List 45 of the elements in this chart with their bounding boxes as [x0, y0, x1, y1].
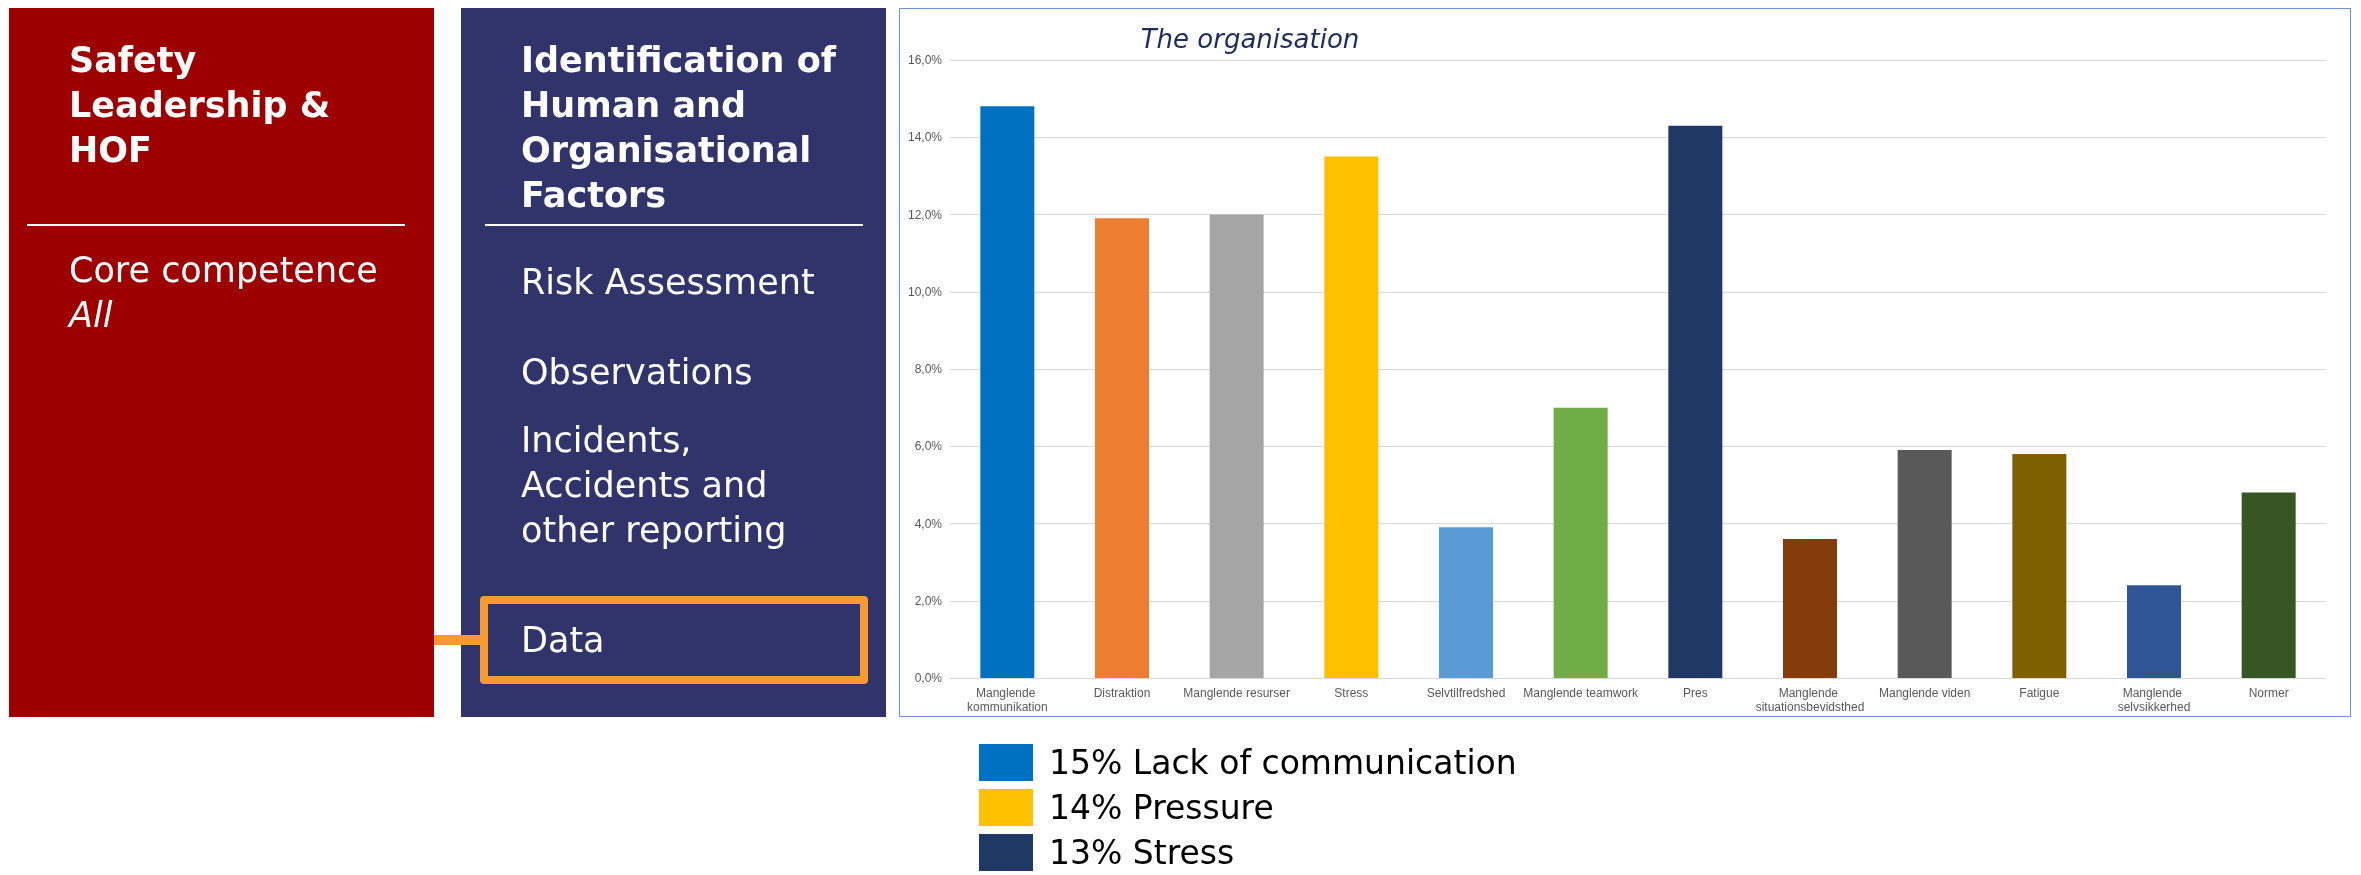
x-tick-label: Manglende viden — [1878, 686, 1971, 700]
y-tick-label: 6,0% — [914, 439, 943, 454]
x-tick-label: Distraktion — [1093, 686, 1151, 700]
text: Safety Leadership & HOF — [69, 39, 332, 172]
text: 15% Lack of communication — [1049, 742, 1517, 784]
x-tick-label: Stress — [1334, 686, 1369, 700]
y-tick-label: 10,0% — [907, 284, 943, 299]
x-tick-label: Fatigue — [2019, 686, 2060, 700]
bar — [1897, 450, 1952, 678]
x-tick-label: Manglende teamwork — [1523, 686, 1640, 700]
bar — [1209, 214, 1264, 678]
x-tick-label: Manglende kommunikation — [966, 686, 1048, 714]
y-tick-label: 14,0% — [907, 130, 943, 145]
y-tick-label: 2,0% — [914, 593, 943, 608]
y-tick-label: 0,0% — [914, 671, 943, 685]
x-tick-label: Pres — [1682, 686, 1708, 700]
y-tick-label: 4,0% — [914, 516, 943, 531]
text: Data — [521, 619, 606, 662]
text: All — [69, 294, 114, 337]
bar — [2127, 585, 2181, 678]
bar — [1439, 527, 1493, 678]
bar — [980, 106, 1035, 678]
text: Core competence — [69, 249, 379, 292]
text: 13% Stress — [1049, 832, 1235, 874]
text: Identification of Human and Organisational Factors — [521, 39, 838, 217]
x-tick-label: Normer — [2248, 686, 2289, 700]
y-tick-label: 8,0% — [914, 362, 943, 376]
bar — [2241, 492, 2296, 678]
bar — [1783, 538, 1837, 678]
bar — [2012, 453, 2067, 678]
bar — [1095, 218, 1149, 678]
text: Observations — [521, 351, 754, 394]
bar — [1324, 156, 1379, 678]
x-tick-label: Manglende situationsbevidsthed — [1755, 686, 1865, 714]
y-tick-label: 16,0% — [907, 53, 943, 67]
x-tick-label: Selvtilfredshed — [1426, 686, 1506, 700]
x-tick-label: Manglende selvsikkerhed — [2117, 686, 2191, 714]
x-tick-label: Manglende resurser — [1183, 686, 1291, 700]
text: Incidents, Accidents and other reporting — [521, 419, 788, 552]
y-tick-label: 12,0% — [907, 207, 943, 222]
chart-title: The organisation — [1140, 24, 1360, 54]
text: Risk Assessment — [521, 261, 816, 304]
text: 14% Pressure — [1049, 787, 1274, 829]
bar — [1553, 407, 1608, 678]
bar — [1668, 125, 1723, 678]
